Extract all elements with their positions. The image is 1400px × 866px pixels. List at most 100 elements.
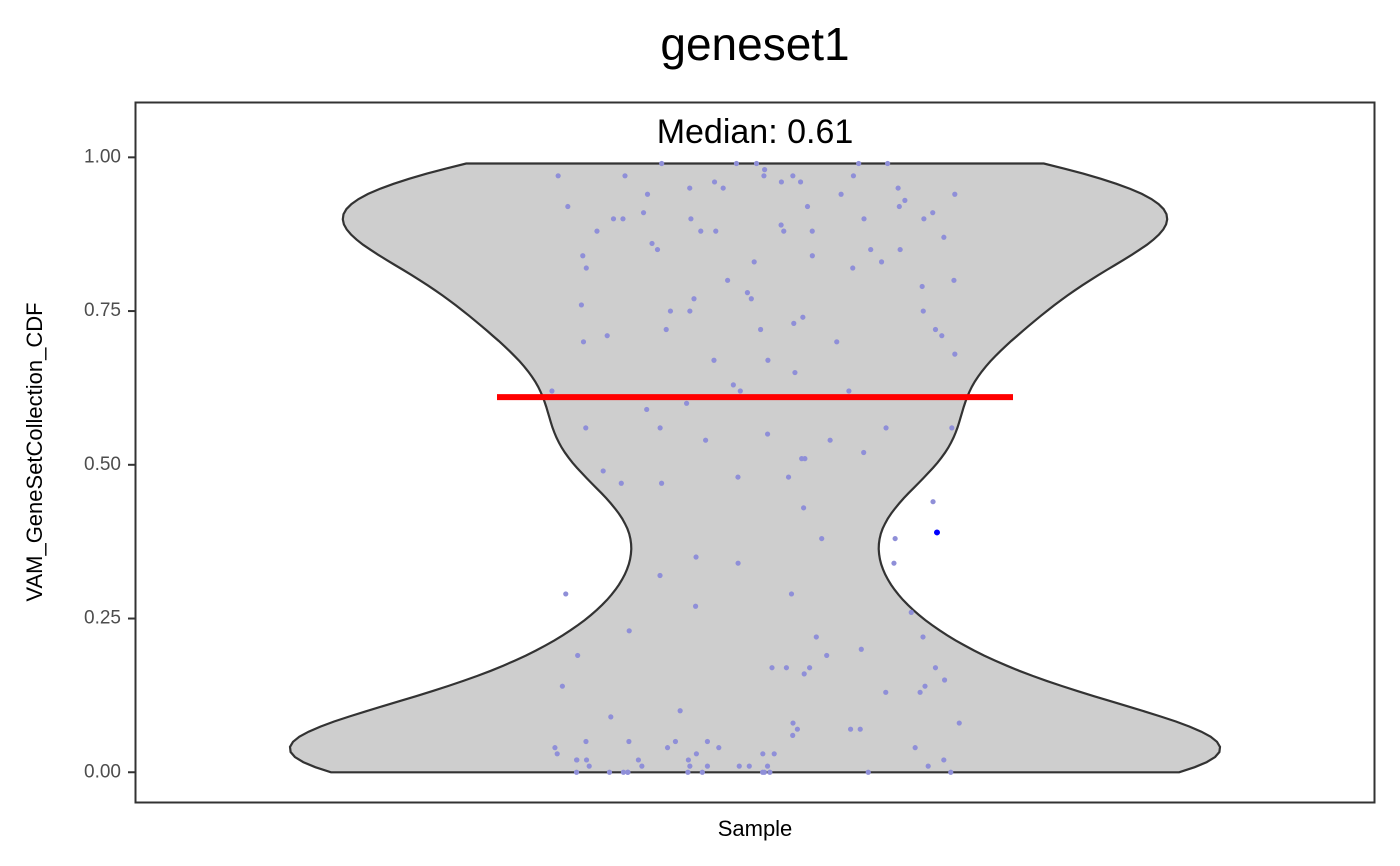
data-point xyxy=(809,228,815,234)
data-point xyxy=(549,388,555,394)
data-point xyxy=(685,769,691,775)
data-point xyxy=(711,357,717,363)
median-annotation: Median: 0.61 xyxy=(657,113,854,151)
data-point xyxy=(925,763,931,769)
data-point xyxy=(751,259,757,265)
data-point xyxy=(785,474,792,480)
data-point xyxy=(688,216,694,222)
data-point xyxy=(698,228,704,234)
data-point xyxy=(834,339,840,345)
data-point xyxy=(769,665,775,671)
data-point xyxy=(956,720,962,726)
data-point xyxy=(794,726,800,732)
data-point xyxy=(687,185,693,191)
data-point xyxy=(952,351,958,357)
data-point xyxy=(746,763,752,769)
data-point xyxy=(583,757,590,763)
y-tick-label: 0.50 xyxy=(84,454,121,475)
data-point xyxy=(827,437,833,443)
data-point xyxy=(644,191,651,197)
data-point xyxy=(658,480,665,486)
data-point xyxy=(683,400,690,406)
data-point xyxy=(765,357,771,363)
data-point xyxy=(583,738,589,745)
data-point xyxy=(559,683,565,689)
data-point xyxy=(917,689,923,695)
data-point xyxy=(639,763,645,769)
data-point xyxy=(800,314,806,320)
data-point xyxy=(664,745,671,751)
data-point xyxy=(838,191,844,197)
data-point xyxy=(790,732,796,738)
data-point xyxy=(635,757,642,763)
data-point xyxy=(692,603,699,609)
data-point xyxy=(764,763,771,769)
data-point xyxy=(600,468,606,474)
data-point xyxy=(771,751,777,757)
data-point xyxy=(625,769,631,775)
data-point xyxy=(858,646,864,652)
data-point xyxy=(604,333,610,339)
data-point xyxy=(932,665,939,671)
data-point xyxy=(920,634,926,640)
data-point xyxy=(659,160,665,167)
data-point xyxy=(801,671,807,677)
data-point xyxy=(649,240,655,247)
data-point xyxy=(757,326,764,333)
data-point xyxy=(640,210,647,216)
data-point xyxy=(725,277,731,283)
data-point xyxy=(703,437,709,443)
data-point xyxy=(930,499,936,505)
data-point xyxy=(790,173,796,179)
data-point xyxy=(801,505,807,511)
data-point xyxy=(941,757,947,763)
data-point xyxy=(878,259,885,265)
data-point xyxy=(677,708,683,714)
data-point xyxy=(804,203,811,210)
data-point xyxy=(552,745,558,751)
data-point xyxy=(896,203,902,210)
data-point xyxy=(948,769,954,775)
data-point xyxy=(704,763,711,769)
data-point xyxy=(932,326,939,333)
data-point xyxy=(797,179,804,185)
data-point xyxy=(626,628,632,634)
y-tick-label: 0.25 xyxy=(84,608,121,629)
data-point xyxy=(693,751,700,757)
data-point xyxy=(580,339,587,345)
data-point xyxy=(892,535,898,542)
data-point xyxy=(748,296,754,302)
data-point xyxy=(783,665,790,671)
data-point xyxy=(813,634,819,640)
data-point xyxy=(644,406,650,413)
data-point xyxy=(781,228,787,234)
data-point xyxy=(580,253,586,259)
data-point xyxy=(753,160,760,167)
data-point xyxy=(573,757,580,763)
data-point xyxy=(847,726,854,732)
data-point xyxy=(824,652,830,659)
data-point xyxy=(565,203,571,210)
data-point xyxy=(762,167,768,173)
data-point xyxy=(735,474,741,480)
data-point xyxy=(792,369,798,376)
data-point xyxy=(807,665,813,671)
data-point xyxy=(554,751,560,757)
data-point xyxy=(713,228,719,234)
data-point xyxy=(861,216,867,222)
data-point xyxy=(861,449,867,456)
data-point xyxy=(952,191,958,197)
data-point xyxy=(799,456,805,462)
data-point xyxy=(711,179,718,185)
data-point xyxy=(760,751,766,757)
data-point xyxy=(857,726,863,732)
data-point xyxy=(778,179,785,185)
data-point xyxy=(693,554,699,560)
data-point xyxy=(919,283,925,290)
panel-border xyxy=(134,101,1376,804)
data-point xyxy=(622,173,628,179)
data-point xyxy=(885,160,891,167)
data-point xyxy=(606,769,613,775)
y-tick-label: 0.00 xyxy=(84,761,121,782)
